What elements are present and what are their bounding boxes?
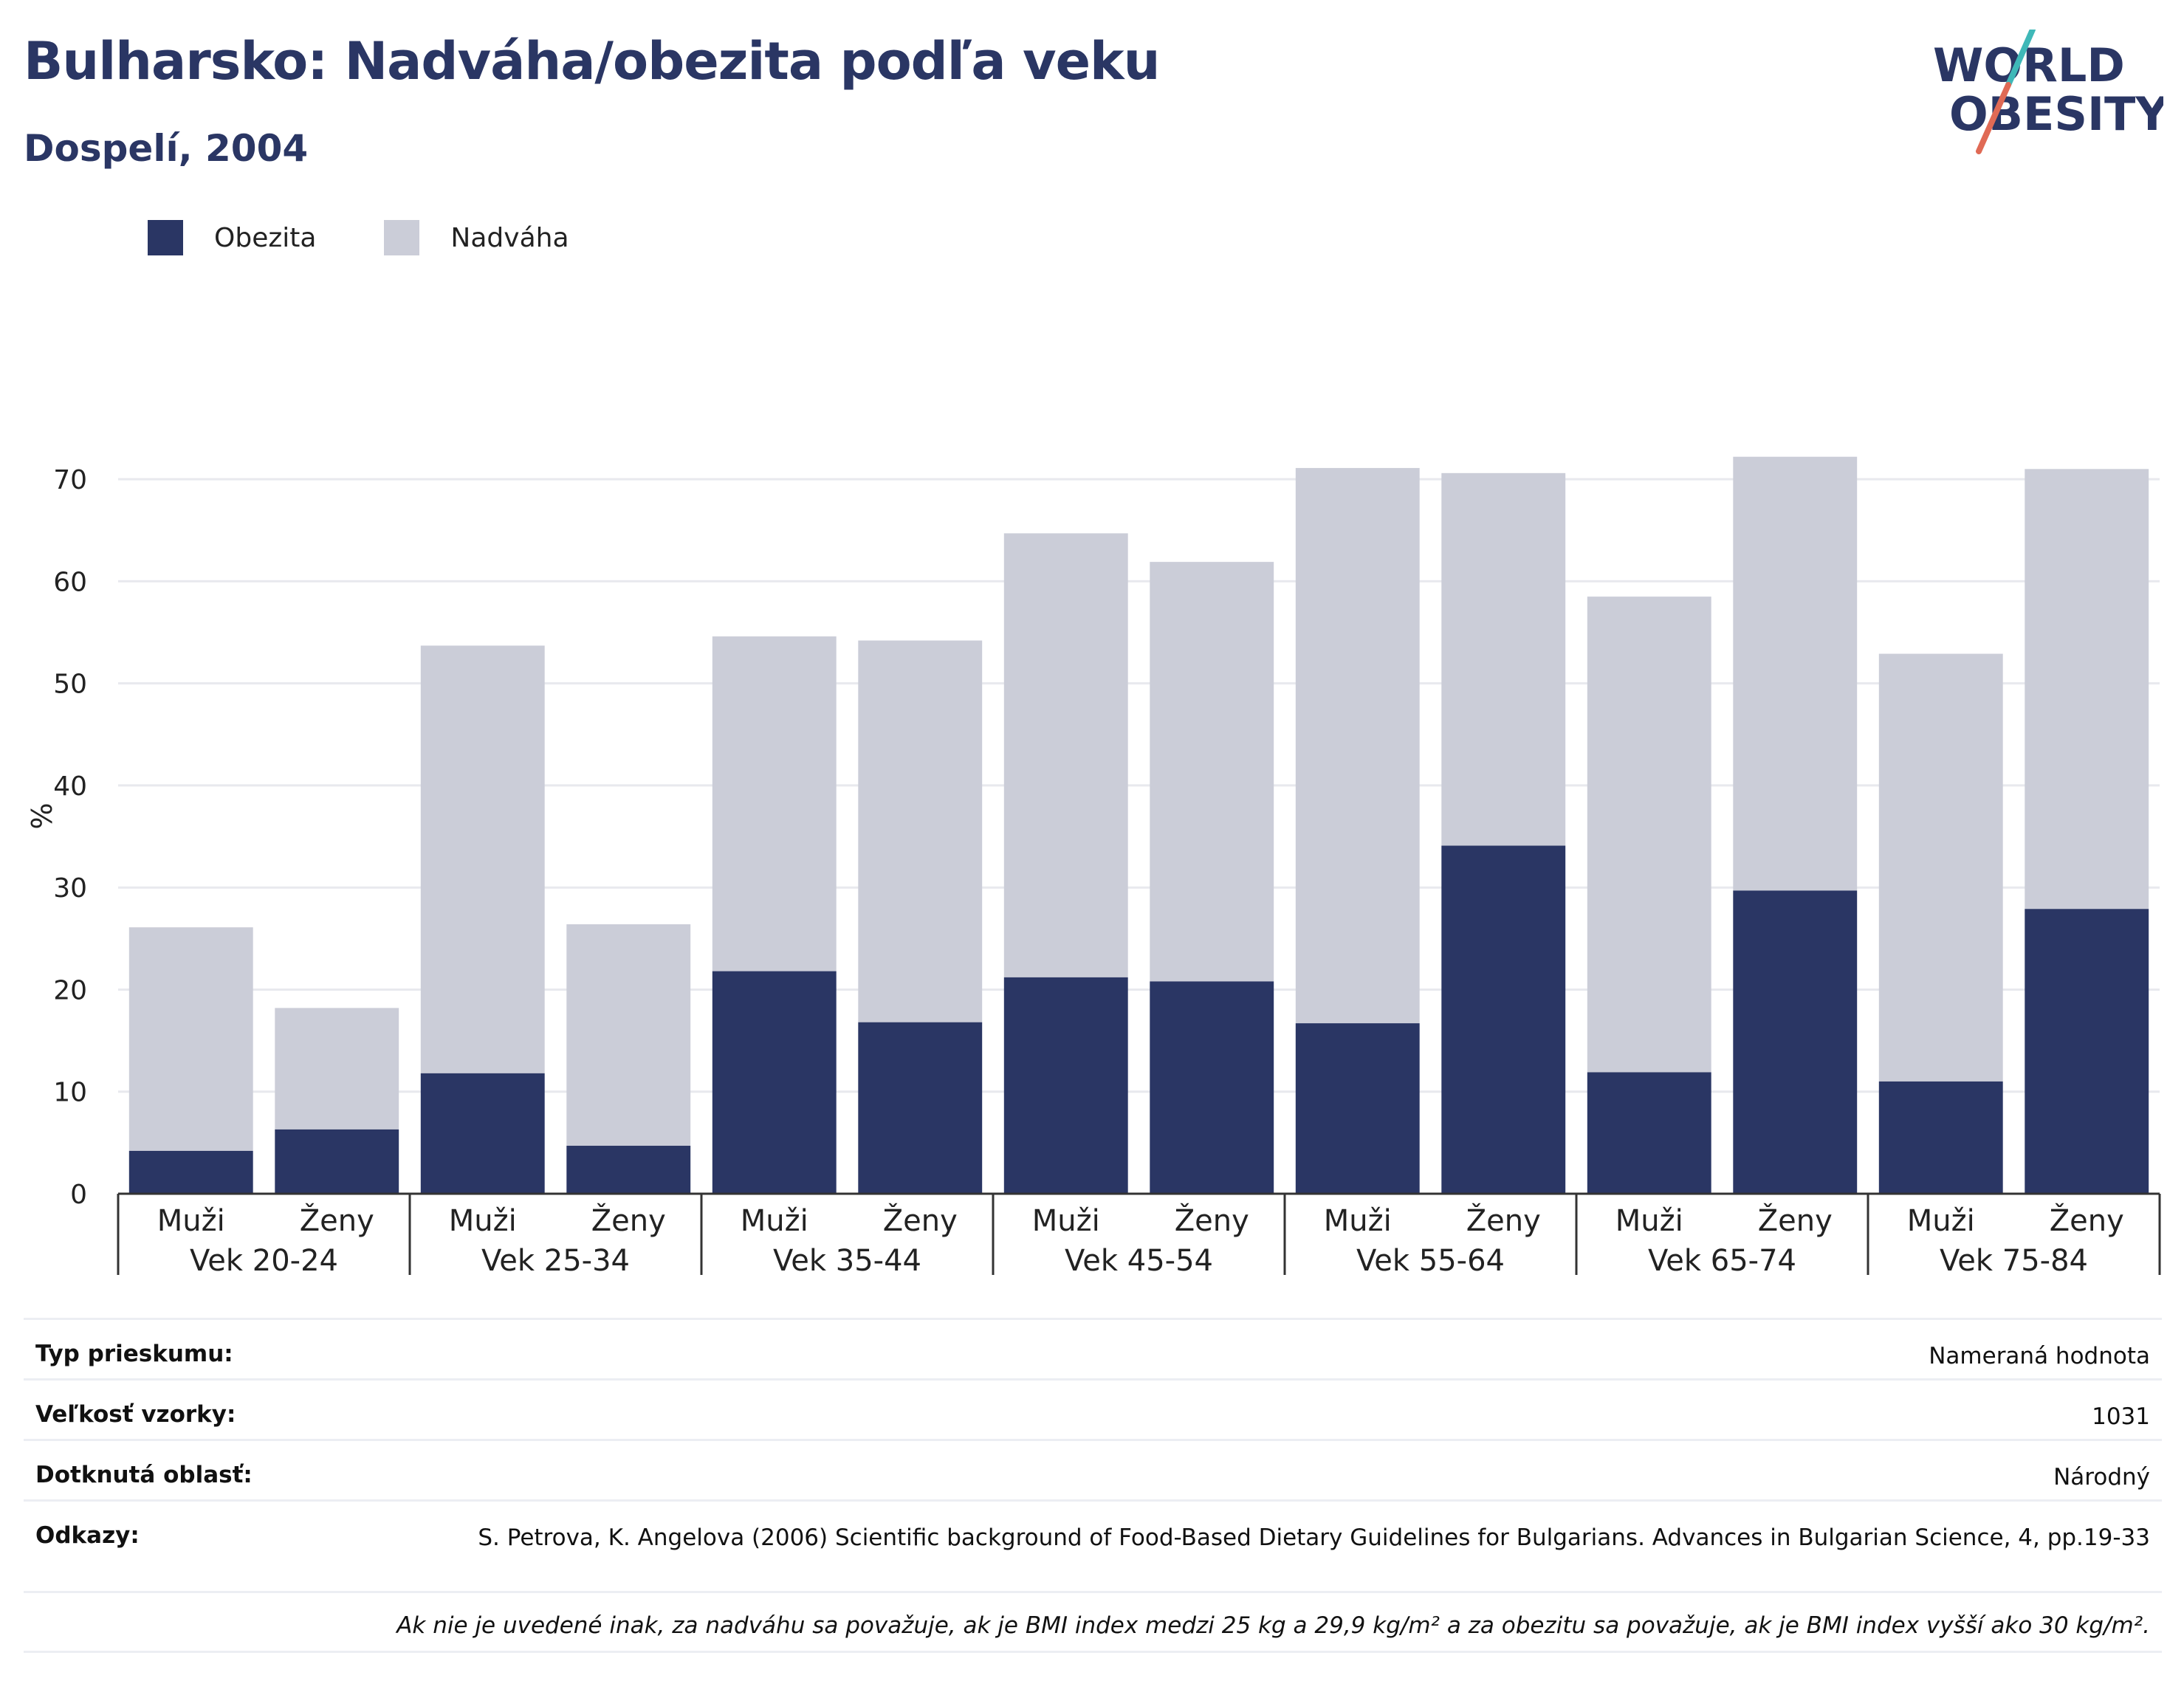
- y-tick-label: 40: [53, 771, 87, 802]
- legend-item-obezita: Obezita: [148, 220, 316, 255]
- x-tick-label: Muži: [449, 1204, 517, 1238]
- legend-swatch-nadvaha: [384, 220, 420, 255]
- bar-nadvaha: [2025, 469, 2149, 910]
- chart-legend: Obezita Nadváha: [148, 220, 637, 255]
- x-tick-label: Muži: [1615, 1204, 1683, 1238]
- y-tick-label: 20: [53, 975, 87, 1005]
- chart-subtitle: Dospelí, 2004: [24, 127, 309, 170]
- group-label: Vek 65-74: [1648, 1244, 1796, 1278]
- info-key-sample-size: Veľkosť vzorky:: [35, 1401, 236, 1428]
- world-obesity-logo: WORLD OBESITY: [1933, 30, 2163, 154]
- bar-nadvaha: [1295, 467, 1420, 1024]
- x-tick-label: Ženy: [883, 1203, 958, 1238]
- bar-obezita: [1295, 1023, 1420, 1194]
- info-row-references: Odkazy: S. Petrova, K. Angelova (2006) S…: [24, 1499, 2162, 1591]
- x-tick-label: Ženy: [1466, 1203, 1541, 1238]
- legend-label-obezita: Obezita: [214, 222, 317, 253]
- bar-nadvaha: [1733, 456, 1858, 891]
- y-tick-label: 0: [70, 1180, 87, 1210]
- bar-obezita: [1733, 890, 1858, 1194]
- bar-obezita: [275, 1129, 399, 1194]
- y-axis-label: %: [26, 802, 58, 829]
- info-value-sample-size: 1031: [2092, 1403, 2150, 1430]
- x-tick-label: Ženy: [591, 1203, 666, 1238]
- x-tick-label: Ženy: [1175, 1203, 1249, 1238]
- bar-obezita: [420, 1073, 545, 1194]
- y-tick-label: 70: [53, 465, 87, 495]
- bar-obezita: [712, 971, 837, 1194]
- y-tick-label: 30: [53, 873, 87, 904]
- info-key-area: Dotknutá oblasť:: [35, 1462, 253, 1488]
- bar-nadvaha: [1587, 596, 1711, 1073]
- x-tick-label: Ženy: [1758, 1203, 1833, 1238]
- legend-item-nadvaha: Nadváha: [384, 220, 569, 255]
- bar-nadvaha: [1441, 472, 1566, 846]
- info-row-survey-type: Typ prieskumu: Nameraná hodnota: [24, 1318, 2162, 1378]
- x-tick-label: Ženy: [300, 1203, 374, 1238]
- bar-chart: 0 10 20 30 40 50 60 70% Muži Ženy Muži Ženy Muži Ženy…: [26, 456, 2161, 1278]
- group-label: Vek 55-64: [1356, 1244, 1505, 1278]
- bar-obezita: [1441, 845, 1566, 1194]
- bar-obezita: [566, 1146, 691, 1194]
- bar-nadvaha: [128, 927, 253, 1151]
- bar-nadvaha: [1003, 533, 1128, 977]
- info-row-area: Dotknutá oblasť: Národný: [24, 1439, 2162, 1499]
- group-label: Vek 35-44: [773, 1244, 921, 1278]
- logo-slash-coral: [1976, 82, 2011, 154]
- group-label: Vek 25-34: [481, 1244, 630, 1278]
- legend-label-nadvaha: Nadváha: [450, 222, 569, 253]
- x-tick-label: Muži: [1907, 1204, 1975, 1238]
- logo-text-world: WORLD: [1933, 38, 2125, 92]
- bar-nadvaha: [275, 1008, 399, 1130]
- bar-nadvaha: [712, 636, 837, 972]
- info-value-area: Národný: [2053, 1464, 2150, 1491]
- y-tick-label: 60: [53, 567, 87, 597]
- legend-swatch-obezita: [148, 220, 183, 255]
- bar-obezita: [1878, 1081, 2003, 1194]
- y-tick-label: 50: [53, 670, 87, 700]
- group-label: Vek 75-84: [1940, 1244, 2088, 1278]
- info-value-references: S. Petrova, K. Angelova (2006) Scientifi…: [478, 1524, 2150, 1551]
- logo-text-obesity: OBESITY: [1949, 87, 2163, 141]
- bar-nadvaha: [566, 924, 691, 1146]
- x-tick-label: Muži: [1324, 1204, 1392, 1238]
- group-label: Vek 45-54: [1065, 1244, 1213, 1278]
- group-label: Vek 20-24: [190, 1244, 338, 1278]
- info-key-references: Odkazy:: [35, 1522, 140, 1549]
- x-tick-label: Muži: [741, 1204, 808, 1238]
- y-tick-label: 10: [53, 1078, 87, 1108]
- bar-obezita: [128, 1150, 253, 1194]
- bar-obezita: [1003, 977, 1128, 1194]
- bar-obezita: [2025, 909, 2149, 1194]
- x-tick-label: Muži: [157, 1204, 225, 1238]
- bar-obezita: [1587, 1072, 1711, 1194]
- logo-slash-teal: [2005, 30, 2036, 88]
- chart-title: Bulharsko: Nadváha/obezita podľa veku: [24, 31, 1160, 92]
- bar-nadvaha: [1150, 562, 1274, 982]
- bar-obezita: [1150, 981, 1274, 1194]
- info-key-survey-type: Typ prieskumu:: [35, 1341, 233, 1367]
- x-tick-label: Ženy: [2050, 1203, 2124, 1238]
- bar-nadvaha: [1878, 653, 2003, 1082]
- bmi-definition-note: Ak nie je uvedené inak, za nadváhu sa po…: [24, 1591, 2162, 1653]
- info-row-sample-size: Veľkosť vzorky: 1031: [24, 1378, 2162, 1439]
- bar-nadvaha: [858, 640, 983, 1022]
- x-tick-label: Muži: [1032, 1204, 1100, 1238]
- info-value-survey-type: Nameraná hodnota: [1929, 1343, 2150, 1369]
- bar-nadvaha: [420, 645, 545, 1073]
- info-table: Typ prieskumu: Nameraná hodnota Veľkosť …: [24, 1318, 2162, 1653]
- bar-obezita: [858, 1022, 983, 1194]
